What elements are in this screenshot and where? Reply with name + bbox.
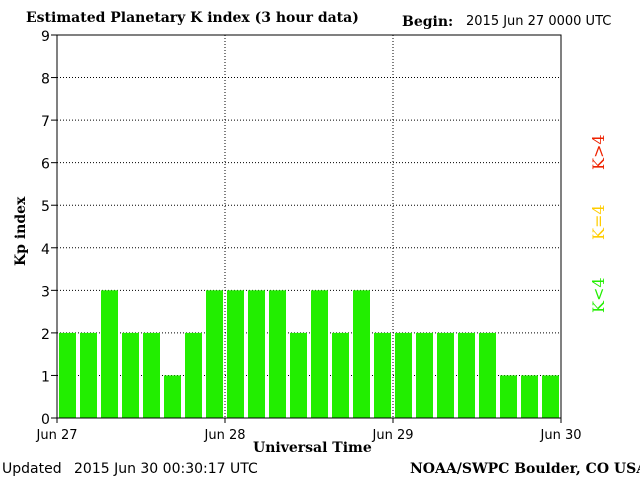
x-tick-label: Jun 29: [372, 428, 414, 443]
chart-title: Estimated Planetary K index (3 hour data…: [26, 10, 359, 26]
kp-bar: [353, 290, 370, 418]
x-tick-label: Jun 27: [36, 428, 78, 443]
y-tick-label: 2: [41, 327, 50, 343]
legend-equal: K=4: [589, 204, 608, 240]
kp-bar: [269, 290, 286, 418]
x-tick-label: Jun 30: [540, 428, 582, 443]
y-tick-label: 0: [41, 412, 50, 428]
x-tick-label: Jun 28: [204, 428, 246, 443]
kp-bar: [332, 332, 349, 418]
kp-bar: [80, 332, 97, 418]
kp-bar: [416, 332, 433, 418]
kp-bar: [290, 332, 307, 418]
y-tick-label: 6: [41, 157, 50, 173]
kp-bar: [395, 332, 412, 418]
legend-high: K>4: [589, 134, 608, 170]
y-tick-label: 1: [41, 369, 50, 385]
y-tick-label: 5: [41, 199, 50, 215]
kp-bar: [227, 290, 244, 418]
y-tick-label: 4: [41, 242, 50, 258]
kp-bar: [122, 332, 139, 418]
begin-label: Begin:: [402, 14, 454, 30]
updated-label: Updated: [2, 461, 62, 477]
kp-bar: [164, 375, 181, 418]
kp-bar: [458, 332, 475, 418]
kp-bar: [374, 332, 391, 418]
y-tick-label: 3: [41, 284, 50, 300]
kp-bar: [311, 290, 328, 418]
kp-bar: [479, 332, 496, 418]
source-credit: NOAA/SWPC Boulder, CO USA: [410, 461, 640, 477]
kp-bar: [521, 375, 538, 418]
y-tick-label: 9: [41, 29, 50, 45]
x-axis-label: Universal Time: [253, 440, 372, 456]
legend-low: K<4: [589, 277, 608, 313]
begin-value: 2015 Jun 27 0000 UTC: [466, 14, 612, 29]
kp-bar: [248, 290, 265, 418]
kp-bar: [206, 290, 223, 418]
kp-bar: [143, 332, 160, 418]
y-tick-label: 7: [41, 114, 50, 130]
kp-bar: [542, 375, 559, 418]
kp-bar: [101, 290, 118, 418]
kp-bar: [185, 332, 202, 418]
y-axis-label: Kp index: [13, 196, 29, 266]
plot-frame: [56, 34, 562, 419]
kp-bar: [437, 332, 454, 418]
y-tick-label: 8: [41, 72, 50, 88]
kp-bar: [59, 332, 76, 418]
kp-bar: [500, 375, 517, 418]
updated-value: 2015 Jun 30 00:30:17 UTC: [74, 461, 258, 477]
